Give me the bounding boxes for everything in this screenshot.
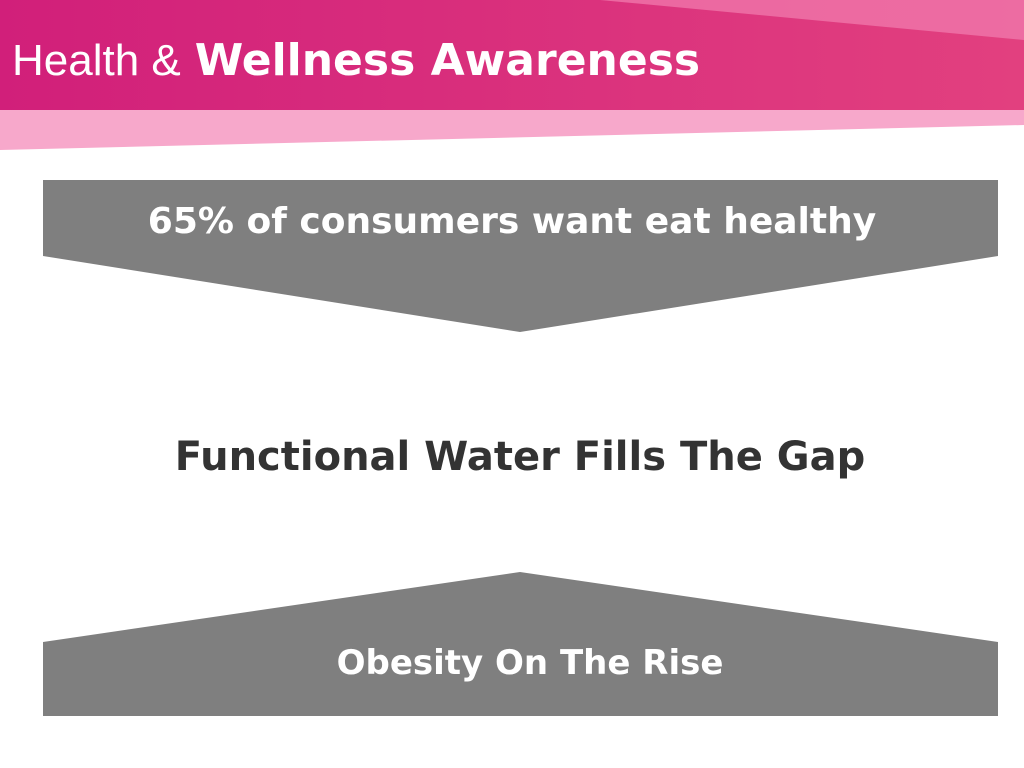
header-stripe [0, 100, 1024, 150]
header-accent [600, 0, 1024, 40]
header-title: Health & Wellness Awareness [12, 35, 700, 86]
top-banner-text: 65% of consumers want eat healthy [148, 201, 876, 242]
bottom-arrow [43, 572, 998, 716]
top-arrow [43, 180, 998, 332]
bottom-banner-text: Obesity On The Rise [337, 643, 724, 683]
center-text: Functional Water Fills The Gap [175, 434, 865, 480]
